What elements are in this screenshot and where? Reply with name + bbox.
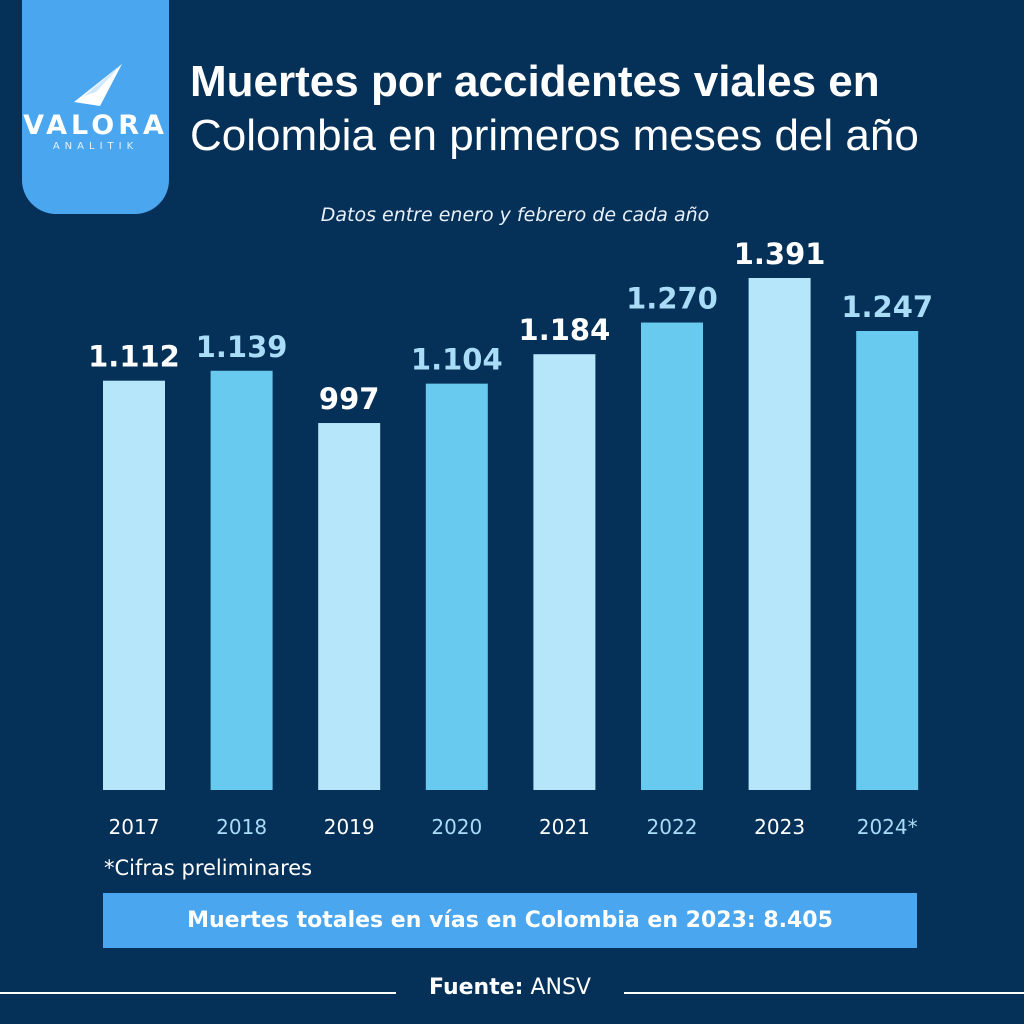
bar-2024 [856,331,919,790]
page-title-line-2: Colombia en primeros meses del año [190,111,919,160]
x-tick-label-2021: 2021 [539,815,590,839]
bar-2018 [210,370,273,790]
value-label-2022: 1.270 [626,282,718,316]
value-label-2021: 1.184 [519,313,611,347]
value-label-2019: 997 [319,382,380,416]
bar-2020 [425,383,488,790]
total-deaths-text: Muertes totales en vías en Colombia en 2… [187,908,833,933]
source-value: ANSV [530,975,591,1000]
source-label: Fuente: [429,975,524,1000]
value-label-2024: 1.247 [841,290,933,324]
bar-2019 [318,423,381,790]
x-tick-label-2018: 2018 [216,815,267,839]
x-tick-label-2023: 2023 [754,815,805,839]
valora-logo-icon [74,64,122,106]
brand-logo: VALORA ANALITIK [22,0,169,214]
x-tick-label-2022: 2022 [647,815,698,839]
bar-2022 [641,322,703,790]
source-divider-left [0,992,396,994]
bar-2023 [748,278,811,790]
value-label-2023: 1.391 [734,237,826,271]
page-title-line-1: Muertes por accidentes viales en [190,57,880,106]
x-tick-label-2019: 2019 [324,815,375,839]
chart-subtitle: Datos entre enero y febrero de cada año [320,204,710,226]
x-tick-label-2024: 2024* [857,815,918,839]
brand-name: VALORA [23,110,168,141]
value-label-2018: 1.139 [196,330,288,364]
brand-subname: ANALITIK [52,141,139,152]
source-credit: Fuente: ANSV [396,975,624,1000]
x-tick-label-2017: 2017 [109,815,160,839]
footnote: *Cifras preliminares [104,856,313,880]
bar-2017 [103,380,165,790]
bar-2021 [533,354,596,790]
source-divider-right [624,992,1024,994]
value-label-2017: 1.112 [88,340,180,374]
total-deaths-banner: Muertes totales en vías en Colombia en 2… [103,893,917,948]
value-label-2020: 1.104 [411,343,503,377]
x-tick-label-2020: 2020 [431,815,482,839]
